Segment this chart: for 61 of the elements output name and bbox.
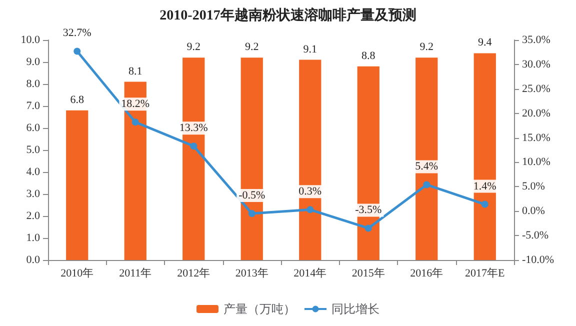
y2-tick-label: -10.0% <box>522 254 554 266</box>
bar <box>299 60 322 260</box>
point <box>248 210 256 218</box>
x-tick-label: 2013年 <box>235 268 268 280</box>
point <box>423 181 430 188</box>
y-tick-label: 3.0 <box>26 188 40 200</box>
x-tick-label: 2010年 <box>60 268 94 280</box>
data-label: 13.3% <box>179 122 208 134</box>
data-label: 9.4 <box>478 36 492 49</box>
y-tick-label: 2.0 <box>26 210 40 222</box>
bar <box>66 110 88 260</box>
chart-title: 2010-2017年越南粉状速溶咖啡产量及预测 <box>160 6 416 24</box>
data-label: 8.8 <box>362 50 376 62</box>
data-label: 5.4% <box>415 160 438 173</box>
data-label: 18.2% <box>121 98 150 110</box>
point <box>364 224 372 232</box>
bar <box>416 58 438 260</box>
y2-tick-label: 25.0% <box>522 82 550 95</box>
bar <box>357 66 380 260</box>
y-tick-label: 7.0 <box>26 100 40 112</box>
x-tick-label: 2015年 <box>352 268 385 280</box>
y2-tick-label: 30.0% <box>522 58 550 70</box>
data-label: 32.7% <box>62 27 92 40</box>
y2-tick-label: 0.0% <box>522 205 545 218</box>
x-tick-label: 2012年 <box>177 268 210 280</box>
x-tick-label: 2016年 <box>410 268 444 280</box>
x-tick-label: 2017年E <box>465 268 506 280</box>
y2-tick-label: 10.0% <box>522 156 550 168</box>
bar <box>474 53 496 260</box>
y-tick-label: 5.0 <box>26 144 40 156</box>
x-tick-label: 2014年 <box>294 268 327 280</box>
y-tick-label: 1.0 <box>26 232 40 244</box>
y-tick-label: 10.0 <box>20 34 40 46</box>
data-label: 1.4% <box>473 180 496 192</box>
legend-label: 同比增长 <box>332 302 380 316</box>
x-tick-label: 2011年 <box>119 268 152 280</box>
point <box>190 142 198 150</box>
data-label: 9.1 <box>303 43 317 56</box>
point <box>132 118 139 126</box>
point <box>481 200 488 208</box>
data-label: 6.8 <box>70 94 84 106</box>
y-tick-label: 8.0 <box>26 78 40 90</box>
data-label: 8.1 <box>128 65 142 78</box>
data-label: 0.3% <box>298 186 322 198</box>
point <box>74 48 81 55</box>
data-label: -3.5% <box>355 204 382 216</box>
y-tick-label: 0.0 <box>26 254 40 266</box>
y-tick-label: 4.0 <box>26 166 40 178</box>
y2-tick-label: 5.0% <box>522 180 545 193</box>
legend-label: 产量（万吨） <box>224 302 296 316</box>
y2-tick-label: 15.0% <box>522 132 550 144</box>
y2-tick-label: 20.0% <box>522 107 550 120</box>
data-label: -0.5% <box>238 190 266 202</box>
y2-tick-label: 35.0% <box>522 34 550 46</box>
data-label: 9.2 <box>420 41 434 54</box>
data-label: 9.2 <box>245 41 259 54</box>
y2-tick-label: -5.0% <box>522 230 549 242</box>
y-tick-label: 6.0 <box>26 122 40 134</box>
point <box>306 206 314 214</box>
y-tick-label: 9.0 <box>26 56 40 68</box>
data-label: 9.2 <box>186 41 200 54</box>
